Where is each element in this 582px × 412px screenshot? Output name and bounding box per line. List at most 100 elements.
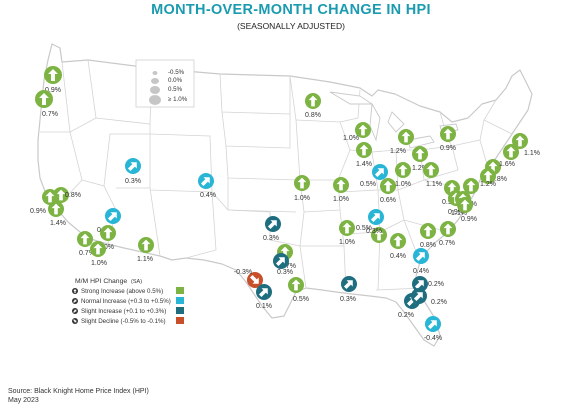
metro-marker-label: 0.1% — [256, 303, 272, 310]
metro-marker-arrow-icon — [249, 274, 259, 284]
metro-marker-label: 0.2% — [398, 312, 414, 319]
legend-item-label: Strong Increase (above 0.5%) — [81, 288, 163, 295]
metro-marker-label: 0.4% — [413, 268, 429, 275]
map-subtitle: (SEASONALLY ADJUSTED) — [237, 21, 345, 31]
metro-marker-label: 0.3% — [366, 228, 382, 235]
legend-item-label: Slight Decline (-0.5% to -0.1%) — [81, 318, 166, 325]
metro-marker-arrow-icon — [488, 161, 498, 173]
metro-marker-label: 1.0% — [98, 244, 114, 251]
metro-marker: 1.0% — [339, 220, 355, 246]
metro-marker: 1.2% — [480, 168, 496, 188]
metro-marker-label: 0.7% — [280, 263, 296, 270]
legend-color-swatch — [176, 307, 184, 314]
metro-marker: 1.0% — [333, 177, 349, 203]
metro-marker-arrow-icon — [414, 280, 424, 290]
legend-item: Slight Decline (-0.5% to -0.1%) — [72, 317, 184, 325]
metro-marker: 1.1% — [423, 162, 442, 188]
metro-marker-label: 0.3% — [263, 235, 279, 242]
metro-marker: 0.5% — [288, 277, 309, 303]
metro-marker-label: 0.3% — [125, 178, 141, 185]
legend-color-swatch — [176, 317, 184, 324]
metro-marker-label: 0.9% — [461, 216, 477, 223]
legend-arrow-icon — [73, 319, 77, 323]
legend-title: M/M HPI Change (SA) — [75, 278, 142, 285]
metro-marker-arrow-icon — [427, 320, 437, 330]
metro-marker-arrow-icon — [336, 179, 346, 191]
metro-marker-arrow-icon — [45, 191, 55, 203]
metro-marker: -0.4% — [424, 316, 442, 342]
metro-marker: 1.1% — [137, 237, 154, 263]
metro-marker: -0.3% — [234, 269, 263, 288]
metro-marker-label: 0.3% — [340, 296, 356, 303]
metro-marker: 1.4% — [356, 142, 372, 168]
metro-marker-arrow-icon — [443, 128, 453, 140]
metro-marker-label: 0.7% — [439, 240, 455, 247]
metro-marker-label: 0.8% — [491, 176, 507, 183]
legend-title-suffix: (SA) — [131, 279, 142, 285]
metro-marker-label: 0.4% — [390, 253, 406, 260]
metro-marker-arrow-icon — [460, 199, 470, 211]
metro-marker-arrow-icon — [308, 95, 318, 107]
source-date: May 2023 — [8, 397, 39, 404]
metro-marker-label: 0.9% — [440, 145, 456, 152]
category-legend: M/M HPI Change (SA) Strong Increase (abo… — [72, 278, 184, 325]
legend-item: Slight Increase (+0.1 to +0.3%) — [72, 307, 184, 315]
legend-item: Normal Increase (+0.3 to +0.5%) — [72, 297, 184, 305]
metro-marker-label: 1.0% — [343, 135, 359, 142]
legend-color-swatch — [176, 287, 184, 294]
metro-marker-arrow-icon — [466, 180, 476, 192]
metro-marker-arrow-icon — [275, 257, 285, 267]
metro-marker-arrow-icon — [267, 220, 277, 230]
metro-marker-label: 1.0% — [333, 196, 349, 203]
legend-arrow-icon — [73, 299, 77, 303]
legend-item: Strong Increase (above 0.5%) — [72, 287, 184, 295]
metro-marker: 0.4% — [198, 173, 216, 199]
metro-marker-label: 0.9% — [30, 208, 46, 215]
metro-marker-label: 0.5% — [360, 181, 376, 188]
metro-marker-arrow-icon — [56, 189, 66, 201]
metro-marker: 0.9% — [457, 197, 477, 223]
metro-marker-label: 0.8% — [65, 192, 81, 199]
size-legend-label-1: 0.0% — [168, 77, 183, 84]
metro-marker-arrow-icon — [370, 213, 380, 223]
metro-marker-label: 1.4% — [356, 161, 372, 168]
metro-marker-label: 1.1% — [137, 256, 153, 263]
metro-marker-arrow-icon — [258, 288, 268, 298]
metro-marker-arrow-icon — [103, 227, 113, 239]
metro-marker-label: 1.2% — [480, 181, 496, 188]
metro-marker: 1.0% — [294, 175, 310, 202]
metro-marker-label: 0.9% — [448, 209, 464, 216]
metro-marker: 0.8% — [305, 93, 321, 119]
legend-arrow-icon — [73, 309, 77, 313]
legend-color-swatch — [176, 297, 184, 304]
source-line: Source: Black Knight Home Price Index (H… — [8, 388, 149, 395]
metro-marker: 1.0% — [343, 122, 371, 142]
legend-title-main: M/M HPI Change — [75, 278, 127, 285]
metro-marker: 0.7% — [77, 231, 95, 257]
legend-item-label: Normal Increase (+0.3 to +0.5%) — [81, 298, 171, 305]
metro-marker: 0.6% — [380, 178, 396, 204]
metro-marker-arrow-icon — [515, 135, 525, 147]
metro-marker-arrow-icon — [506, 146, 516, 158]
metro-marker-arrow-icon — [51, 203, 61, 215]
metro-marker: 0.2% — [411, 288, 447, 306]
metro-marker: 1.2% — [412, 146, 428, 172]
size-legend-label-0: -0.5% — [168, 69, 185, 76]
metro-marker: 0.7% — [439, 221, 456, 247]
metro-marker-arrow-icon — [413, 292, 423, 302]
metro-marker-arrow-icon — [141, 239, 151, 251]
metro-marker: 1.0% — [395, 162, 411, 188]
metro-marker-arrow-icon — [374, 229, 384, 241]
metro-marker-arrow-icon — [426, 164, 436, 176]
metro-marker-arrow-icon — [107, 212, 117, 222]
metro-marker-label: 0.5% — [293, 296, 309, 303]
metro-marker-arrow-icon — [401, 131, 411, 143]
metro-marker-arrow-icon — [358, 124, 368, 136]
metro-marker-arrow-icon — [415, 148, 425, 160]
metro-marker-label: 1.2% — [412, 165, 428, 172]
metro-marker-arrow-icon — [48, 69, 58, 81]
legend-item-label: Slight Increase (+0.1 to +0.3%) — [81, 308, 166, 315]
metro-marker-label: 0.7% — [42, 111, 58, 118]
metro-marker: 0.3% — [366, 209, 384, 235]
metro-marker-arrow-icon — [280, 246, 290, 258]
